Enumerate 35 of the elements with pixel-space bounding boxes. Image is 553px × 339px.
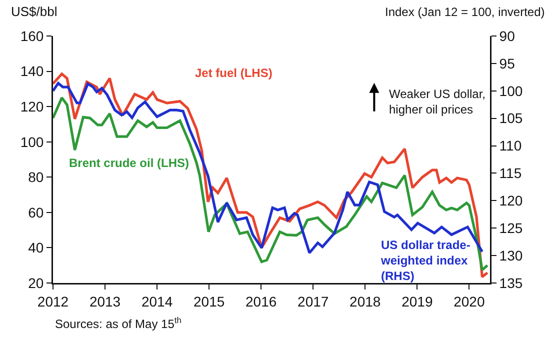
x-tick-label: 2019 <box>402 293 433 310</box>
y-tick-label: 160 <box>20 28 44 44</box>
series-label: Brent crude oil (LHS) <box>69 156 190 170</box>
x-tick-label: 2020 <box>454 293 485 310</box>
x-tick-label: 2012 <box>37 293 69 310</box>
line-series <box>53 82 484 254</box>
y2-tick-label: 105 <box>499 110 523 126</box>
x-tick-label: 2016 <box>246 293 277 310</box>
x-tick-label: 2013 <box>89 293 121 310</box>
y2-tick-label: 130 <box>499 247 523 264</box>
y2-tick-label: 95 <box>499 55 516 72</box>
series-label: US dollar trade-weighted index (RHS) <box>380 238 470 284</box>
annotation: Weaker US dollar, higher oil prices <box>389 87 486 117</box>
y2-tick-label: 115 <box>499 165 522 182</box>
y2-tick-label: 110 <box>499 138 522 154</box>
y2-tick-label: 125 <box>499 220 523 236</box>
y-axis-title: US$/bbl <box>11 4 58 19</box>
y-tick-label: 40 <box>28 240 44 256</box>
x-tick-label: 2014 <box>141 293 173 310</box>
y2-tick-label: 100 <box>499 82 523 99</box>
y2-tick-label: 90 <box>499 28 516 44</box>
source-note: Sources: as of May 15$^{th}$ <box>55 315 182 332</box>
y2-tick-label: 120 <box>499 192 523 209</box>
y-tick-label: 120 <box>20 98 44 114</box>
y2-tick-label: 135 <box>499 274 523 291</box>
text: Jet fuel (LHS) <box>195 66 272 80</box>
y-tick-label: 60 <box>28 204 44 220</box>
y-tick-label: 80 <box>28 169 44 186</box>
y-tick-label: 100 <box>20 134 44 150</box>
x-tick-label: 2015 <box>193 293 225 310</box>
y-tick-label: 20 <box>28 274 44 291</box>
x-tick-label: 2017 <box>298 293 329 310</box>
y-tick-label: 140 <box>20 63 44 80</box>
y2-axis-title: Index (Jan 12 = 100, inverted) <box>385 5 545 19</box>
x-tick-label: 2018 <box>350 293 381 310</box>
